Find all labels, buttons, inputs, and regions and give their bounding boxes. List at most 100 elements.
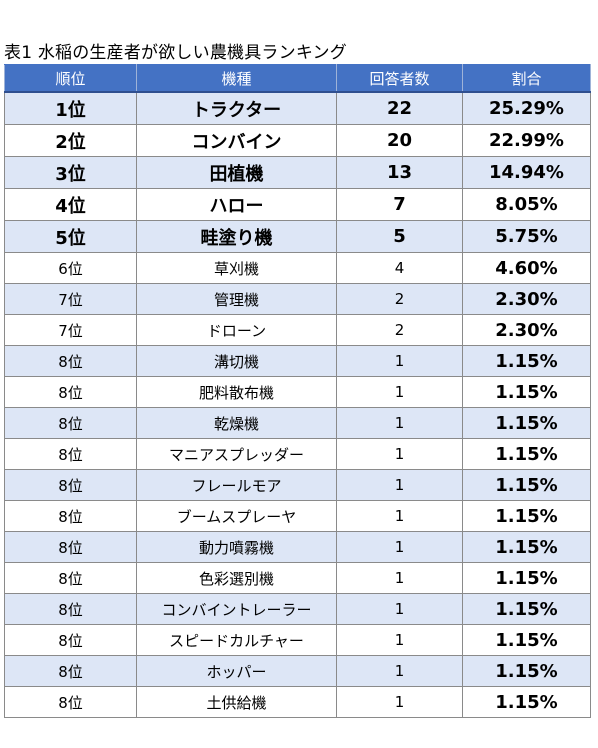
header-rank: 順位 [4,64,137,93]
table-row: 1位 トラクター 22 25.29% [4,91,591,125]
table-row: 8位 ホッパー 1 1.15% [4,655,591,687]
count-cell: 13 [336,156,463,189]
rank-cell: 8位 [4,655,137,687]
count-cell: 1 [336,469,463,501]
count-cell: 2 [336,283,463,315]
rank-cell: 7位 [4,314,137,346]
percent-cell: 1.15% [462,562,591,594]
machine-cell: スピードカルチャー [136,624,337,656]
percent-cell: 1.15% [462,376,591,408]
table-row: 6位 草刈機 4 4.60% [4,252,591,284]
machine-cell: トラクター [136,91,337,125]
percent-cell: 1.15% [462,469,591,501]
table-row: 8位 土供給機 1 1.15% [4,686,591,718]
count-cell: 5 [336,220,463,253]
percent-cell: 25.29% [462,91,591,125]
rank-cell: 7位 [4,283,137,315]
count-cell: 1 [336,562,463,594]
table-row: 8位 動力噴霧機 1 1.15% [4,531,591,563]
percent-cell: 14.94% [462,156,591,189]
table-title: 表1 水稲の生産者が欲しい農機具ランキング [4,43,347,63]
count-cell: 1 [336,531,463,563]
machine-cell: コンバイン [136,124,337,157]
percent-cell: 2.30% [462,283,591,315]
percent-cell: 8.05% [462,188,591,221]
percent-cell: 1.15% [462,531,591,563]
header-machine: 機種 [136,64,337,93]
rank-cell: 8位 [4,531,137,563]
percent-cell: 1.15% [462,593,591,625]
machine-cell: ドローン [136,314,337,346]
table-row: 8位 色彩選別機 1 1.15% [4,562,591,594]
count-cell: 1 [336,655,463,687]
table-row: 8位 コンバイントレーラー 1 1.15% [4,593,591,625]
machine-cell: ハロー [136,188,337,221]
count-cell: 4 [336,252,463,284]
header-row: 順位 機種 回答者数 割合 [4,64,591,93]
table-row: 8位 溝切機 1 1.15% [4,345,591,377]
percent-cell: 1.15% [462,686,591,718]
ranking-table: 順位 機種 回答者数 割合 1位 トラクター 22 25.29% 2位 コンバイ… [4,64,591,718]
count-cell: 7 [336,188,463,221]
table-row: 4位 ハロー 7 8.05% [4,188,591,221]
rank-cell: 6位 [4,252,137,284]
machine-cell: ブームスプレーヤ [136,500,337,532]
percent-cell: 2.30% [462,314,591,346]
count-cell: 2 [336,314,463,346]
table-row: 8位 乾燥機 1 1.15% [4,407,591,439]
table-row: 8位 スピードカルチャー 1 1.15% [4,624,591,656]
rank-cell: 8位 [4,686,137,718]
count-cell: 1 [336,624,463,656]
percent-cell: 5.75% [462,220,591,253]
table-row: 8位 ブームスプレーヤ 1 1.15% [4,500,591,532]
rank-cell: 4位 [4,188,137,221]
machine-cell: 動力噴霧機 [136,531,337,563]
machine-cell: 畦塗り機 [136,220,337,253]
table-row: 2位 コンバイン 20 22.99% [4,124,591,157]
rank-cell: 5位 [4,220,137,253]
rank-cell: 8位 [4,407,137,439]
percent-cell: 1.15% [462,500,591,532]
table-row: 8位 フレールモア 1 1.15% [4,469,591,501]
count-cell: 1 [336,407,463,439]
rank-cell: 8位 [4,438,137,470]
rank-cell: 8位 [4,469,137,501]
machine-cell: マニアスプレッダー [136,438,337,470]
table-row: 3位 田植機 13 14.94% [4,156,591,189]
machine-cell: 乾燥機 [136,407,337,439]
rank-cell: 8位 [4,624,137,656]
count-cell: 1 [336,500,463,532]
header-count: 回答者数 [336,64,463,93]
percent-cell: 1.15% [462,655,591,687]
rank-cell: 8位 [4,562,137,594]
rank-cell: 8位 [4,376,137,408]
machine-cell: 管理機 [136,283,337,315]
percent-cell: 1.15% [462,407,591,439]
machine-cell: 溝切機 [136,345,337,377]
machine-cell: 田植機 [136,156,337,189]
count-cell: 20 [336,124,463,157]
count-cell: 1 [336,376,463,408]
table-row: 5位 畦塗り機 5 5.75% [4,220,591,253]
percent-cell: 4.60% [462,252,591,284]
machine-cell: ホッパー [136,655,337,687]
percent-cell: 1.15% [462,624,591,656]
percent-cell: 1.15% [462,438,591,470]
machine-cell: フレールモア [136,469,337,501]
machine-cell: コンバイントレーラー [136,593,337,625]
count-cell: 1 [336,686,463,718]
machine-cell: 色彩選別機 [136,562,337,594]
table-row: 7位 管理機 2 2.30% [4,283,591,315]
rank-cell: 1位 [4,91,137,125]
percent-cell: 22.99% [462,124,591,157]
machine-cell: 草刈機 [136,252,337,284]
count-cell: 1 [336,345,463,377]
rank-cell: 8位 [4,345,137,377]
percent-cell: 1.15% [462,345,591,377]
table-row: 8位 肥料散布機 1 1.15% [4,376,591,408]
machine-cell: 肥料散布機 [136,376,337,408]
table-row: 8位 マニアスプレッダー 1 1.15% [4,438,591,470]
count-cell: 22 [336,91,463,125]
table-row: 7位 ドローン 2 2.30% [4,314,591,346]
